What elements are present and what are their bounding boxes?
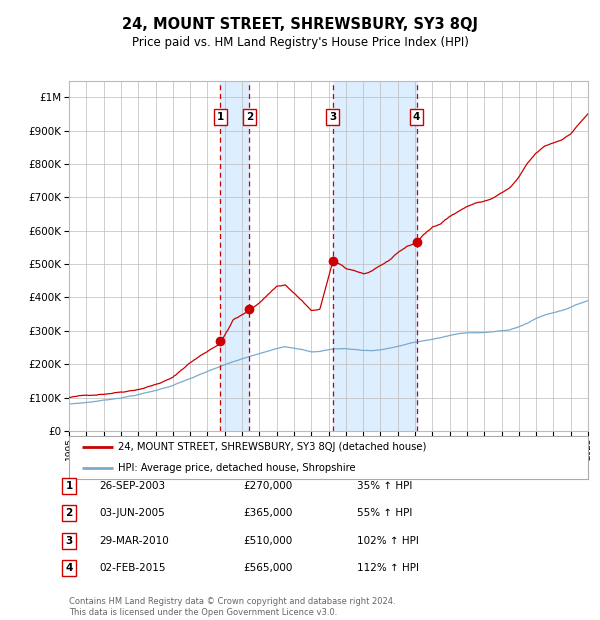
Text: 1: 1 xyxy=(65,481,73,491)
Text: £270,000: £270,000 xyxy=(243,481,292,491)
Text: Contains HM Land Registry data © Crown copyright and database right 2024.: Contains HM Land Registry data © Crown c… xyxy=(69,597,395,606)
Text: 112% ↑ HPI: 112% ↑ HPI xyxy=(357,563,419,573)
Text: 02-FEB-2015: 02-FEB-2015 xyxy=(99,563,166,573)
Bar xyxy=(333,81,416,431)
Text: 4: 4 xyxy=(65,563,73,573)
Text: 1: 1 xyxy=(217,112,224,122)
Text: This data is licensed under the Open Government Licence v3.0.: This data is licensed under the Open Gov… xyxy=(69,608,337,617)
Text: £510,000: £510,000 xyxy=(243,536,292,546)
Text: 4: 4 xyxy=(413,112,420,122)
Text: 102% ↑ HPI: 102% ↑ HPI xyxy=(357,536,419,546)
Text: 03-JUN-2005: 03-JUN-2005 xyxy=(99,508,165,518)
Text: 3: 3 xyxy=(65,536,73,546)
Bar xyxy=(220,81,249,431)
Text: £365,000: £365,000 xyxy=(243,508,292,518)
Text: £565,000: £565,000 xyxy=(243,563,292,573)
Text: 2: 2 xyxy=(245,112,253,122)
Text: 55% ↑ HPI: 55% ↑ HPI xyxy=(357,508,412,518)
Text: 24, MOUNT STREET, SHREWSBURY, SY3 8QJ: 24, MOUNT STREET, SHREWSBURY, SY3 8QJ xyxy=(122,17,478,32)
Text: Price paid vs. HM Land Registry's House Price Index (HPI): Price paid vs. HM Land Registry's House … xyxy=(131,36,469,48)
Text: 26-SEP-2003: 26-SEP-2003 xyxy=(99,481,165,491)
Text: 29-MAR-2010: 29-MAR-2010 xyxy=(99,536,169,546)
Text: HPI: Average price, detached house, Shropshire: HPI: Average price, detached house, Shro… xyxy=(118,463,356,473)
Text: 24, MOUNT STREET, SHREWSBURY, SY3 8QJ (detached house): 24, MOUNT STREET, SHREWSBURY, SY3 8QJ (d… xyxy=(118,442,427,452)
Text: 35% ↑ HPI: 35% ↑ HPI xyxy=(357,481,412,491)
Text: 3: 3 xyxy=(329,112,337,122)
Text: 2: 2 xyxy=(65,508,73,518)
